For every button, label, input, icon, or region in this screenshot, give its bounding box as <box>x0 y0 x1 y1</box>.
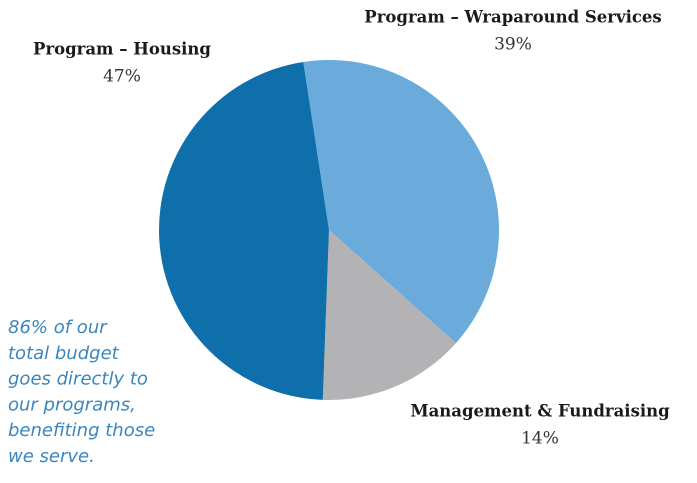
slice-label: Program – Housing <box>33 40 211 59</box>
note-line: benefiting those <box>8 420 155 441</box>
slice-value: 14% <box>521 429 559 449</box>
slice-value: 47% <box>103 67 141 87</box>
pie-slice <box>158 61 329 400</box>
note-line: our programs, <box>8 394 136 415</box>
slice-value: 39% <box>494 35 532 55</box>
note-line: goes directly to <box>8 369 148 390</box>
slice-label: Management & Fundraising <box>410 402 670 421</box>
note-line: 86% of our <box>8 317 108 338</box>
pie-slice <box>303 60 499 344</box>
note-line: total budget <box>8 343 120 364</box>
note-line: we serve. <box>8 446 95 467</box>
pie-slice <box>322 230 456 400</box>
slice-label: Program – Wraparound Services <box>364 8 661 27</box>
